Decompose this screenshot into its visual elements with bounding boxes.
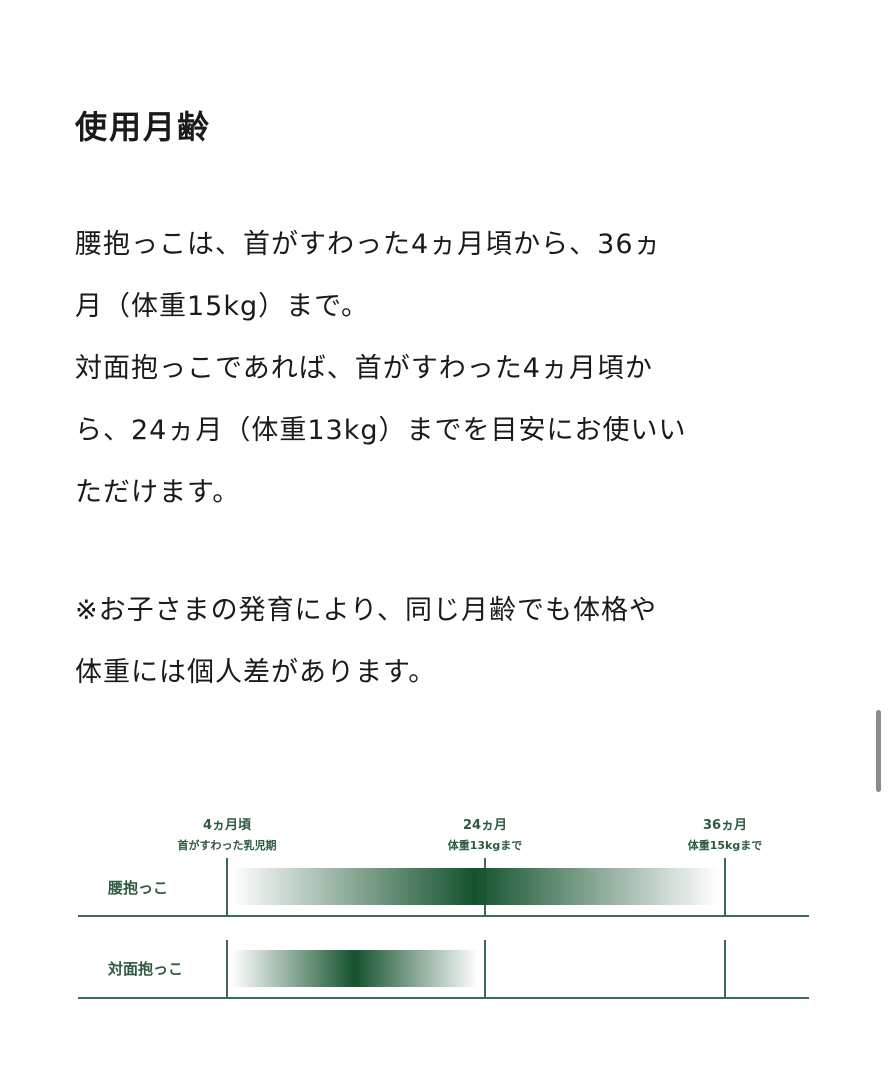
page-title: 使用月齢 — [75, 108, 212, 146]
tick-line — [724, 940, 726, 998]
tick-line — [226, 858, 228, 916]
tick-sub: 首がすわった乳児期 — [177, 839, 277, 852]
range-bar — [232, 950, 478, 987]
tick-label: 36ヵ月体重15kgまで — [688, 814, 763, 853]
range-bar — [232, 868, 718, 905]
paragraph-line: ら、24ヵ月（体重13kg）までを目安にお使いい — [75, 415, 687, 446]
tick-month: 36ヵ月 — [702, 818, 748, 833]
note-line: 体重には個人差があります。 — [75, 657, 437, 688]
tick-line — [724, 858, 726, 916]
tick-line — [484, 940, 486, 998]
tick-label: 24ヵ月体重13kgまで — [448, 814, 523, 853]
tick-month: 4ヵ月頃 — [202, 818, 252, 833]
note-line: ※お子さまの発育により、同じ月齢でも体格や — [75, 595, 658, 626]
row-label: 対面抱っこ — [108, 960, 184, 978]
tick-sub: 体重15kgまで — [687, 839, 763, 852]
row-baseline — [78, 915, 809, 917]
paragraph-line: ただけます。 — [75, 477, 241, 508]
tick-month: 24ヵ月 — [462, 818, 508, 833]
paragraph-line: 腰抱っこは、首がすわった4ヵ月頃から、36ヵ — [75, 229, 662, 260]
scrollbar[interactable] — [876, 710, 881, 792]
tick-sub: 体重13kgまで — [447, 839, 523, 852]
row-baseline — [78, 997, 809, 999]
paragraph-line: 対面抱っこであれば、首がすわった4ヵ月頃か — [75, 353, 653, 384]
tick-line — [226, 940, 228, 998]
usage-age-chart: 腰抱っこ 対面抱っこ 4ヵ月頃首がすわった乳児期 24ヵ月体重13kgまで 36ヵ月… — [0, 800, 890, 1020]
paragraph-line: 月（体重15kg）まで。 — [75, 291, 370, 322]
tick-label: 4ヵ月頃首がすわった乳児期 — [178, 814, 277, 853]
row-label: 腰抱っこ — [108, 879, 169, 897]
